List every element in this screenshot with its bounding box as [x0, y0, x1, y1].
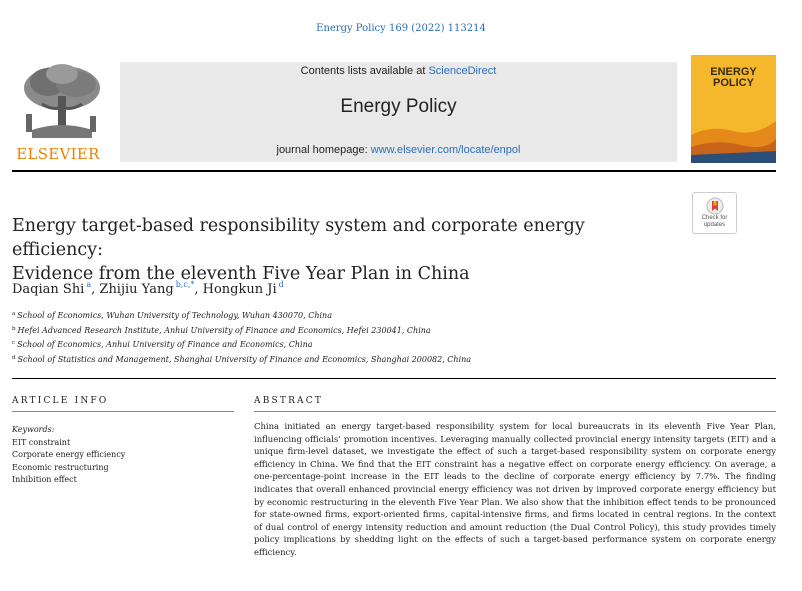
author-affiliation-mark[interactable]: b,c,* — [175, 280, 195, 289]
cover-title-line1: ENERGY — [710, 66, 757, 78]
author-affiliation-mark[interactable]: d — [278, 280, 284, 289]
abstract-heading: ABSTRACT — [254, 396, 324, 406]
affiliation-mark: c — [12, 340, 16, 346]
article-info-heading: ARTICLE INFO — [12, 396, 109, 406]
author-affiliation-mark[interactable]: a — [86, 280, 92, 289]
sciencedirect-link[interactable]: ScienceDirect — [428, 65, 497, 77]
journal-title: Energy Policy — [340, 96, 457, 117]
check-for-updates-button[interactable]: Check for updates — [692, 192, 737, 234]
contents-prefix: Contents lists available at — [300, 65, 429, 77]
keywords-label: Keywords: — [12, 425, 55, 434]
article-title-line2: Evidence from the eleventh Five Year Pla… — [12, 264, 470, 284]
journal-header-box: Contents lists available at ScienceDirec… — [120, 62, 677, 162]
journal-cover[interactable]: ENERGY POLICY — [691, 55, 776, 163]
homepage-line: journal homepage: www.elsevier.com/locat… — [120, 144, 677, 156]
article-info-rule — [12, 411, 234, 412]
affiliation-mark: b — [12, 325, 16, 332]
article-title-line1: Energy target-based responsibility syste… — [12, 216, 585, 260]
publisher-name: ELSEVIER — [16, 145, 100, 163]
affiliation-list: a School of Economics, Wuhan University o… — [12, 308, 712, 366]
affiliation-text: Hefei Advanced Research Institute, Anhui… — [17, 325, 431, 335]
contents-line: Contents lists available at ScienceDirec… — [120, 65, 677, 77]
journal-citation[interactable]: Energy Policy 169 (2022) 113214 — [316, 23, 486, 34]
author-name[interactable]: Zhijiu Yang — [99, 282, 174, 297]
affiliation-item: c School of Economics, Anhui University o… — [12, 337, 712, 352]
keyword-item: Economic restructuring — [12, 462, 109, 472]
check-updates-line2: updates — [703, 222, 726, 228]
affiliation-text: School of Statistics and Management, Sha… — [17, 354, 472, 364]
keyword-item: Corporate energy efficiency — [12, 450, 126, 460]
elsevier-tree-logo — [12, 60, 110, 164]
homepage-link[interactable]: www.elsevier.com/locate/enpol — [370, 144, 521, 156]
article-title: Energy target-based responsibility syste… — [12, 214, 672, 286]
cover-title: ENERGY POLICY — [691, 67, 776, 89]
cover-title-line2: POLICY — [713, 77, 754, 89]
author-name[interactable]: Daqian Shi — [12, 282, 85, 297]
affiliation-item: a School of Economics, Wuhan University o… — [12, 308, 712, 323]
author-list: Daqian Shi a, Zhijiu Yang b,c,*, Hongkun J… — [12, 280, 284, 297]
author-name[interactable]: Hongkun Ji — [202, 282, 277, 297]
check-updates-line1: Check for — [701, 215, 728, 221]
affiliation-text: School of Economics, Anhui University of… — [17, 340, 313, 349]
header-divider — [12, 170, 776, 172]
abstract-text: China initiated an energy target-based r… — [254, 421, 776, 557]
affiliation-mark: a — [12, 311, 16, 317]
affiliation-mark: d — [12, 354, 16, 361]
section-divider — [12, 378, 776, 379]
keywords-block: Keywords: EIT constraint Corporate energ… — [12, 424, 232, 487]
affiliation-item: d School of Statistics and Management, Sh… — [12, 352, 712, 367]
homepage-prefix: journal homepage: — [276, 144, 371, 156]
affiliation-item: b Hefei Advanced Research Institute, Anhu… — [12, 323, 712, 338]
abstract-rule — [254, 411, 776, 412]
bookmark-ribbon-icon — [706, 197, 723, 215]
keyword-item: Inhibition effect — [12, 475, 77, 485]
keyword-item: EIT constraint — [12, 437, 71, 447]
affiliation-text: School of Economics, Wuhan University of… — [17, 311, 332, 320]
